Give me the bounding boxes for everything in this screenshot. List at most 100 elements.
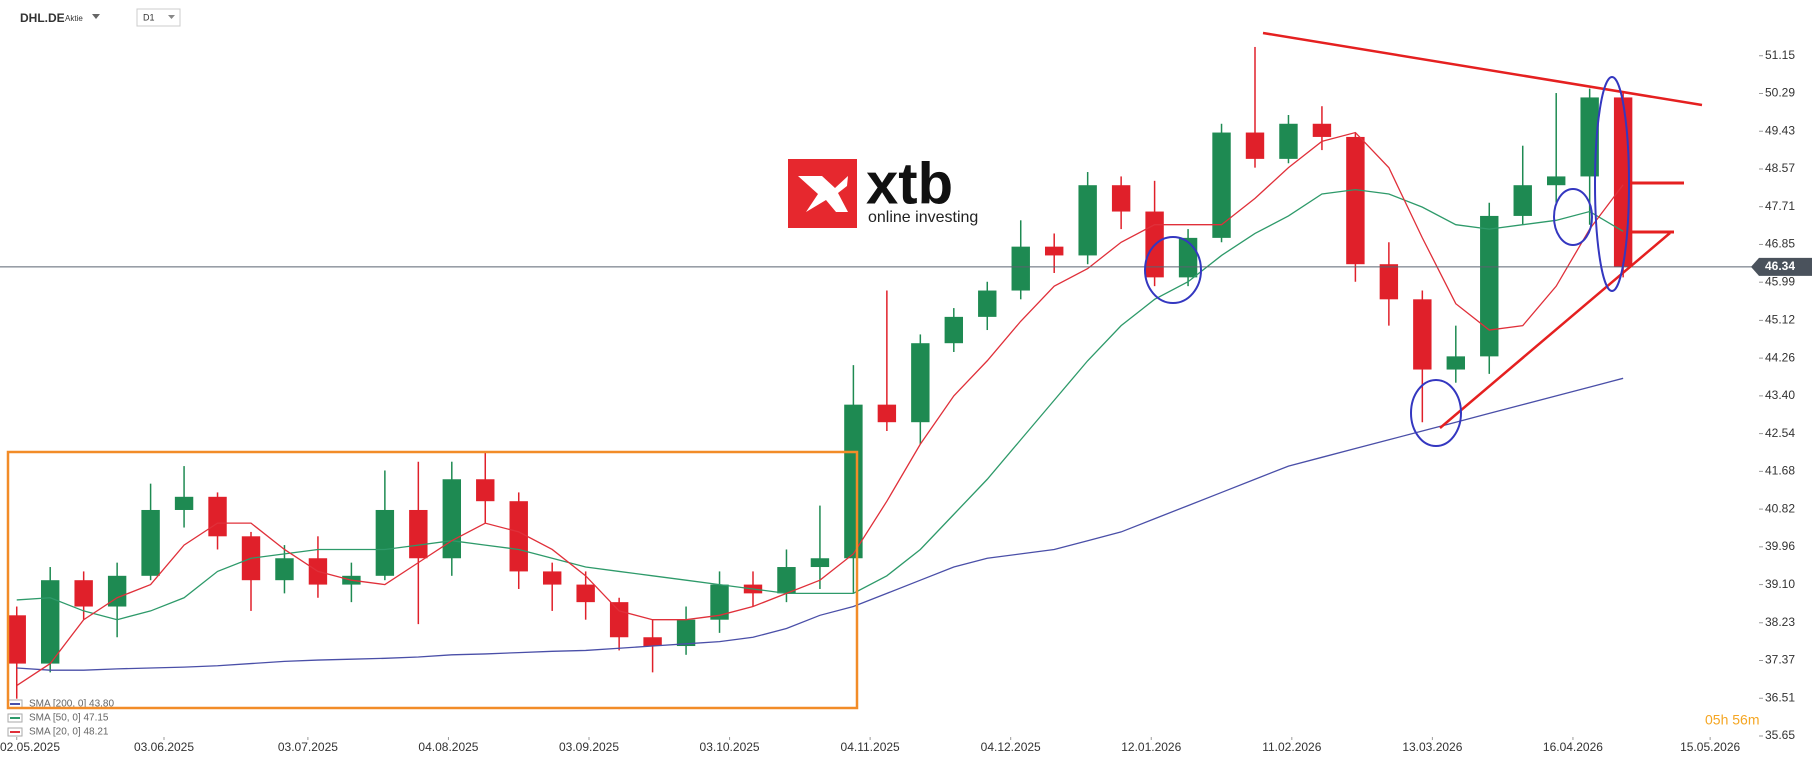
last-price-label: 46.34 [1765, 259, 1795, 273]
candle-body [509, 501, 528, 572]
x-tick-label: 04.12.2025 [981, 740, 1041, 754]
candle-body [1312, 123, 1332, 137]
candle-body [1513, 185, 1532, 216]
candle-body [1178, 237, 1198, 278]
candle-body [1379, 264, 1399, 300]
trend-line [1439, 232, 1671, 429]
candle-body [643, 637, 662, 647]
y-tick-label: 45.99 [1765, 274, 1795, 288]
y-tick-label: 46.85 [1765, 237, 1795, 251]
y-tick-label: 35.65 [1765, 728, 1795, 742]
candle-body [1011, 246, 1030, 291]
legend-entry: SMA [50, 0] 47.15 [29, 713, 109, 724]
interval: D1 [143, 12, 155, 22]
candle-body [676, 619, 696, 647]
candle-body [208, 496, 227, 537]
candle-body [74, 580, 93, 607]
plot-area: 51.15 50.29 49.43 48.57 47.71 46.85 45.99 45.12… [0, 46, 1812, 754]
candle-body [1212, 132, 1231, 238]
candle-body [1413, 299, 1432, 370]
y-tick-label: 48.57 [1765, 161, 1795, 175]
x-tick-label: 03.06.2025 [134, 740, 194, 754]
y-tick-label: 42.54 [1765, 426, 1795, 440]
candle-body [409, 509, 428, 559]
candle-body [107, 575, 127, 607]
candle-body [978, 290, 997, 317]
symbol-dropdown[interactable] [92, 14, 100, 19]
candle-body [1446, 356, 1466, 370]
sma-line [16, 377, 1624, 671]
candle-body [1279, 123, 1298, 159]
legend-icon [7, 727, 23, 737]
y-tick-label: 47.71 [1765, 199, 1795, 213]
interval-dropdown [168, 15, 175, 19]
symbol: DHL.DE [20, 11, 65, 25]
candle-body [542, 571, 562, 585]
candle-body [911, 343, 930, 423]
candle-body [877, 404, 897, 423]
logo-name: xtb [866, 151, 953, 216]
x-tick-label: 04.08.2025 [418, 740, 478, 754]
y-tick-label: 44.26 [1765, 350, 1795, 364]
legend-entry: SMA [200, 0] 43.80 [29, 699, 114, 710]
candle-body [1580, 97, 1599, 177]
interval-select[interactable] [136, 8, 181, 27]
candle-body [576, 584, 595, 603]
candle-body [275, 558, 294, 581]
y-tick-label: 40.82 [1765, 501, 1795, 515]
y-tick-label: 41.68 [1765, 464, 1795, 478]
x-tick-label: 13.03.2026 [1402, 740, 1462, 754]
y-tick-label: 37.37 [1765, 653, 1795, 667]
candle-body [1111, 185, 1131, 212]
trend-line [1262, 31, 1703, 107]
x-tick-label: 15.05.2026 [1680, 740, 1740, 754]
y-tick-label: 39.10 [1765, 577, 1795, 591]
y-tick-label: 38.23 [1765, 615, 1795, 629]
y-tick-label: 36.51 [1765, 690, 1795, 704]
x-tick-label: 03.10.2025 [700, 740, 760, 754]
y-tick-label: 50.29 [1765, 86, 1795, 100]
candle-body [1078, 185, 1097, 256]
candle-body [1245, 132, 1265, 159]
legend-icon [7, 713, 23, 723]
candle-body [174, 496, 194, 510]
highlight-ellipse [1553, 188, 1593, 246]
x-tick-label: 11.02.2026 [1262, 740, 1321, 754]
countdown: 05h 56m [1705, 712, 1759, 728]
highlight-ellipse [1144, 236, 1202, 304]
candle-body [141, 509, 160, 576]
instrument-kind: Aktie [65, 14, 83, 23]
candle-body [375, 509, 395, 576]
last-price-box [1751, 257, 1812, 276]
x-tick-label: 03.09.2025 [559, 740, 619, 754]
legend-entry: SMA [20, 0] 48.21 [29, 727, 109, 738]
x-tick-label: 02.05.2025 [0, 740, 60, 754]
candle-body [7, 615, 26, 664]
candle-body [609, 602, 629, 638]
candle-body [1346, 136, 1365, 265]
x-tick-label: 12.01.2026 [1121, 740, 1181, 754]
candle-body [476, 479, 495, 502]
logo-x [798, 176, 848, 212]
highlight-ellipse [1410, 379, 1462, 447]
highlight-ellipse [1594, 76, 1630, 292]
candle-body [777, 567, 796, 594]
candle-body [1546, 176, 1566, 186]
y-tick-label: 45.12 [1765, 313, 1795, 327]
x-tick-label: 16.04.2026 [1543, 740, 1603, 754]
candle-body [710, 584, 729, 620]
candle-body [944, 316, 964, 344]
logo-tagline: online investing [868, 209, 978, 226]
x-tick-label: 04.11.2025 [841, 740, 900, 754]
candle-body [442, 479, 462, 559]
y-tick-label: 39.96 [1765, 539, 1795, 553]
sma-line [16, 131, 1624, 687]
candle-body [844, 404, 863, 559]
candle-body [1480, 215, 1499, 357]
candle-body [1044, 246, 1064, 256]
candle-body [810, 558, 830, 568]
range-box [6, 450, 859, 710]
y-tick-label: 51.15 [1765, 48, 1795, 62]
